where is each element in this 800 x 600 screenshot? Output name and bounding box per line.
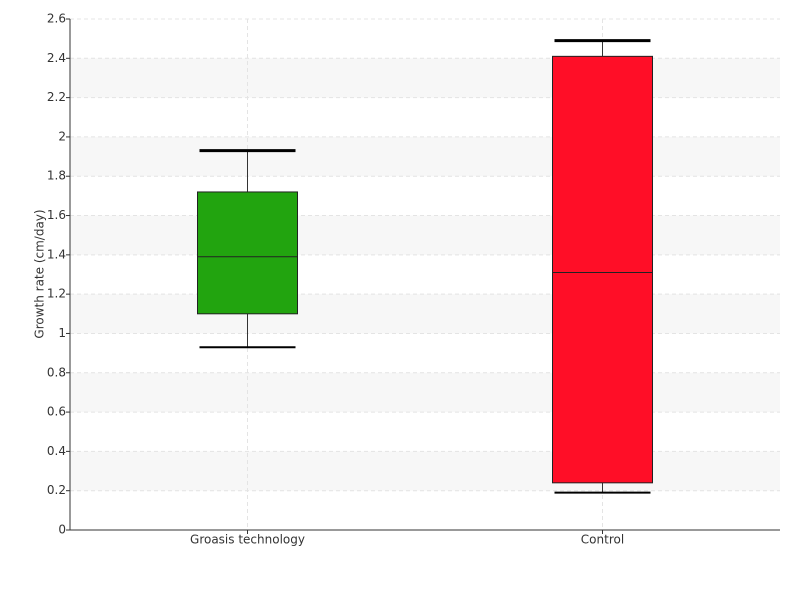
x-tick-label: Control: [581, 533, 624, 547]
x-tick-label: Groasis technology: [190, 533, 305, 547]
grid-band: [70, 451, 780, 491]
y-tick-label: 2.2: [47, 90, 66, 104]
y-tick-label: 1.8: [47, 169, 66, 183]
y-tick-label: 1: [58, 326, 66, 340]
y-tick-label: 2.4: [47, 51, 66, 65]
y-tick-label: 0: [58, 523, 66, 537]
y-tick-label: 1.4: [47, 247, 66, 261]
box: [197, 191, 298, 315]
y-tick-label: 0.2: [47, 483, 66, 497]
grid-band: [70, 58, 780, 98]
y-tick-label: 1.2: [47, 287, 66, 301]
y-tick-label: 0.4: [47, 444, 66, 458]
y-tick-label: 2.6: [47, 12, 66, 26]
grid-band: [70, 136, 780, 177]
y-tick-label: 0.6: [47, 405, 66, 419]
y-axis-label: Growth rate (cm/day): [33, 209, 47, 338]
box: [552, 55, 653, 484]
grid-band: [70, 372, 780, 413]
y-tick-label: 1.6: [47, 208, 66, 222]
grid-band: [70, 294, 780, 334]
y-tick-label: 0.8: [47, 365, 66, 379]
y-tick-label: 2: [58, 129, 66, 143]
grid-band: [70, 215, 780, 255]
